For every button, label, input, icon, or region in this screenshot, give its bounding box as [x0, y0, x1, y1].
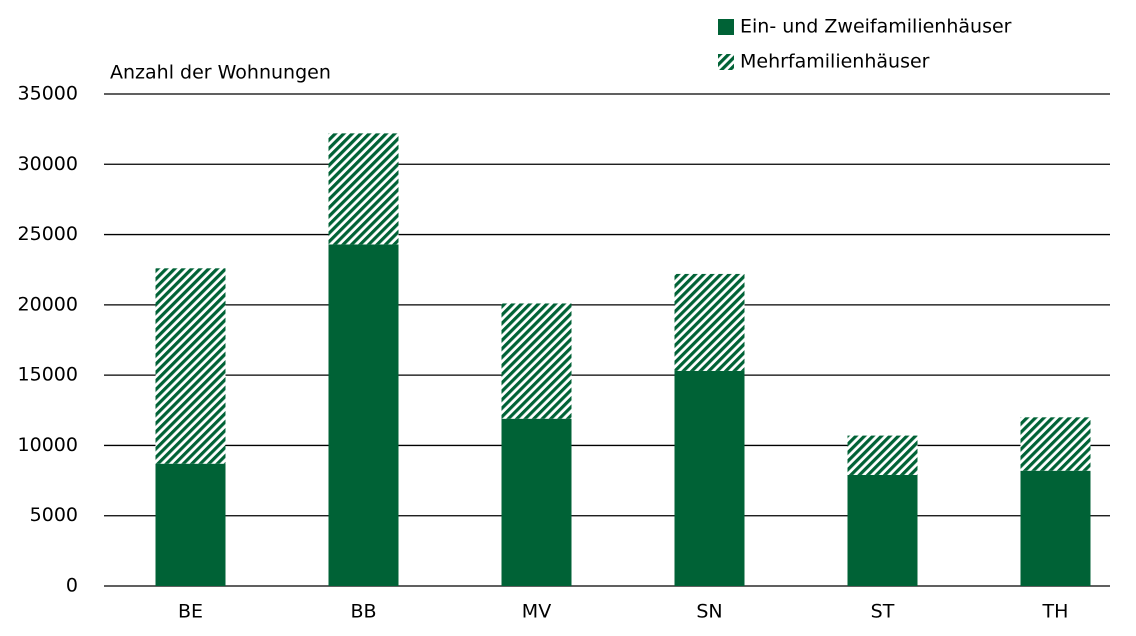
legend-label: Mehrfamilienhäuser — [740, 51, 930, 73]
x-tick-label: TH — [1042, 601, 1069, 623]
x-tick-label: BB — [350, 601, 376, 623]
bar-segment — [328, 133, 399, 245]
x-tick-label: BE — [178, 601, 203, 623]
y-tick-label: 15000 — [18, 364, 78, 386]
y-tick-label: 30000 — [18, 153, 78, 175]
y-tick-label: 25000 — [18, 223, 78, 245]
bar-segment — [847, 474, 918, 586]
y-tick-label: 5000 — [30, 504, 78, 526]
bar-segment — [674, 370, 745, 586]
bar-segment — [1020, 470, 1091, 586]
x-tick-label: SN — [696, 601, 722, 623]
bar-segment — [328, 244, 399, 586]
bar-segment — [501, 303, 572, 419]
bar-segment — [1020, 417, 1091, 471]
y-tick-label: 10000 — [18, 434, 78, 456]
bar-segment — [155, 463, 226, 586]
y-tick-label: 35000 — [18, 83, 78, 105]
x-tick-label: MV — [522, 601, 551, 623]
bar-segment — [847, 435, 918, 475]
y-tick-label: 0 — [66, 575, 78, 597]
y-tick-label: 20000 — [18, 293, 78, 315]
legend-swatch — [718, 19, 734, 35]
bar-segment — [501, 418, 572, 586]
bar-segment — [155, 268, 226, 464]
legend-label: Ein- und Zweifamilienhäuser — [740, 16, 1012, 38]
x-tick-label: ST — [871, 601, 895, 623]
y-axis-title: Anzahl der Wohnungen — [110, 62, 331, 84]
legend-swatch — [718, 54, 734, 70]
bar-segment — [674, 273, 745, 371]
